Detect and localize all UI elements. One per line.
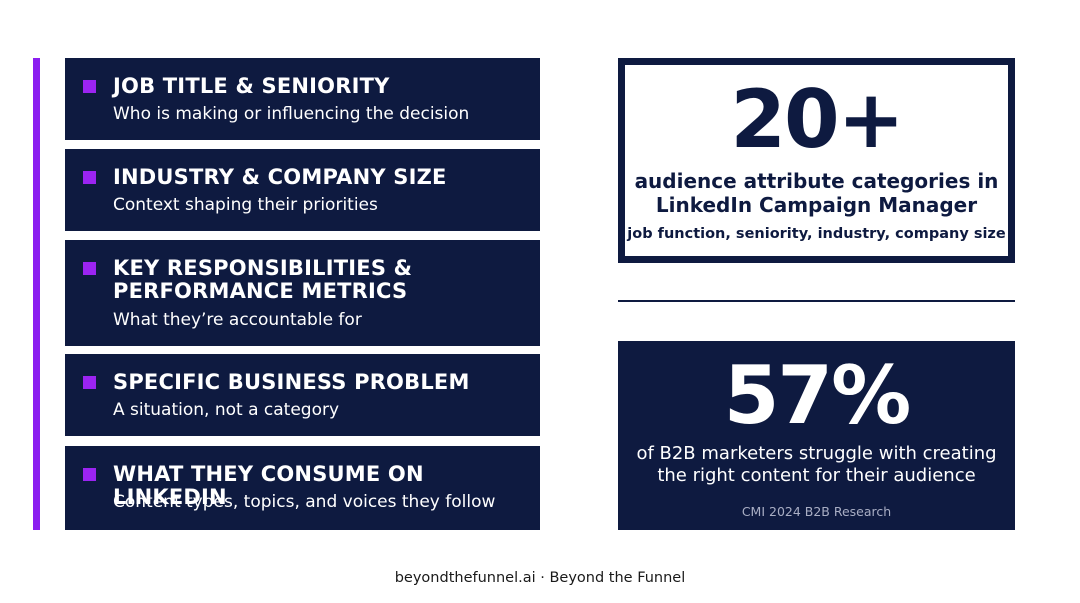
stat-description-line-1: audience attribute categories in [634, 169, 999, 193]
card-subtitle: Content types, topics, and voices they f… [113, 492, 496, 512]
stat-description: audience attribute categories in LinkedI… [625, 169, 1008, 217]
card-title-line-2: PERFORMANCE METRICS [113, 279, 408, 303]
bullet-icon [83, 171, 96, 184]
card-title: WHAT THEY CONSUME ON LINKEDIN [113, 462, 424, 509]
attribute-card-job-title: JOB TITLE & SENIORITY Who is making or i… [65, 58, 540, 140]
accent-bar [33, 58, 40, 530]
footer: beyondthefunnel.ai · Beyond the Funnel [394, 570, 686, 586]
attribute-card-industry: INDUSTRY & COMPANY SIZE Context shaping … [65, 149, 540, 231]
card-subtitle: A situation, not a category [113, 400, 340, 420]
stat-description-line-1: of B2B marketers struggle with creating [636, 443, 997, 464]
divider [618, 300, 1015, 302]
card-subtitle: Who is making or influencing the decisio… [113, 104, 470, 124]
stat-description-line-2: the right content for their audience [657, 465, 976, 486]
stat-description-line-2: LinkedIn Campaign Manager [655, 193, 978, 217]
stat-value: 57% [723, 349, 911, 442]
bullet-icon [83, 468, 96, 481]
stat-note: job function, seniority, industry, compa… [627, 226, 1006, 242]
attribute-card-responsibilities: KEY RESPONSIBILITIES & PERFORMANCE METRI… [65, 240, 540, 346]
stat-value: 20+ [730, 73, 904, 166]
stat-source: CMI 2024 B2B Research [741, 504, 892, 519]
attribute-card-business-problem: SPECIFIC BUSINESS PROBLEM A situation, n… [65, 354, 540, 436]
stat-box-audience-categories: 20+ audience attribute categories in Lin… [618, 58, 1015, 263]
card-title: INDUSTRY & COMPANY SIZE [113, 165, 447, 189]
card-subtitle: Context shaping their priorities [113, 195, 378, 215]
stat-box-content-struggle: 57% of B2B marketers struggle with creat… [618, 341, 1015, 530]
bullet-icon [83, 262, 96, 275]
bullet-icon [83, 376, 96, 389]
bullet-icon [83, 80, 96, 93]
card-title: JOB TITLE & SENIORITY [113, 74, 390, 98]
card-title: SPECIFIC BUSINESS PROBLEM [113, 370, 470, 394]
attribute-card-linkedin-consumption: WHAT THEY CONSUME ON LINKEDIN Content ty… [65, 446, 540, 530]
stat-description: of B2B marketers struggle with creating … [618, 443, 1015, 487]
card-subtitle: What they’re accountable for [113, 310, 362, 330]
card-title-line-1: KEY RESPONSIBILITIES & [113, 256, 413, 280]
